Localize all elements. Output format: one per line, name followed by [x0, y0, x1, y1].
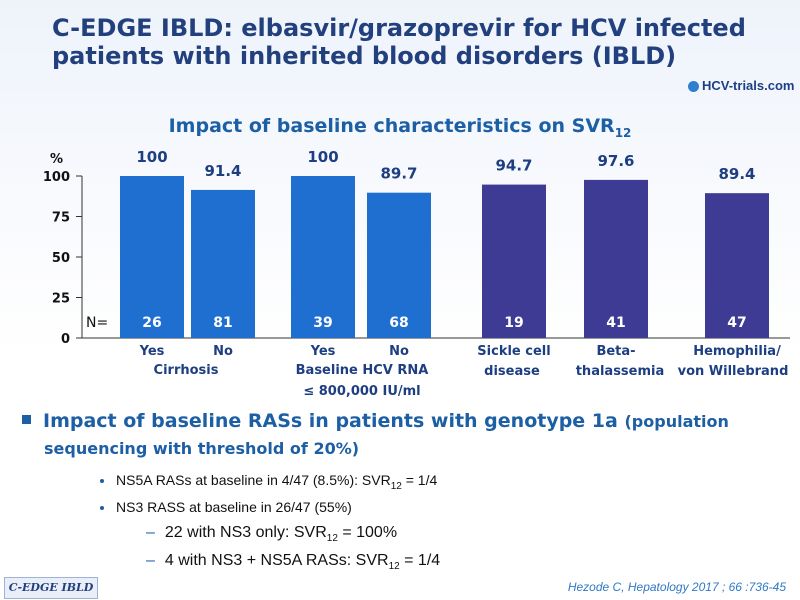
group-label: Baseline HCV RNA [296, 363, 429, 378]
chart-title: Impact of baseline characteristics on SV… [0, 115, 800, 140]
bar [191, 189, 255, 338]
bar-n-label: 47 [727, 315, 746, 331]
bullet-ns5a: NS5A RASs at baseline in 4/47 (8.5%): SV… [100, 472, 437, 492]
y-tick-label: 75 [52, 211, 70, 226]
bar-n-label: 41 [606, 315, 625, 331]
group-label: von Willebrand [678, 364, 789, 379]
footer-tag: C-EDGE IBLD [4, 577, 98, 599]
group-label: thalassemia [576, 364, 665, 379]
bullet-ns3-only: –22 with NS3 only: SVR12 = 100% [146, 524, 398, 545]
bar-n-label: 26 [142, 315, 161, 331]
bar-n-label: 19 [504, 315, 523, 331]
y-tick-label: 25 [52, 292, 70, 307]
dash-bullet-icon: – [146, 524, 155, 541]
bar-value-label: 94.7 [495, 157, 532, 175]
group-label: ≤ 800,000 IU/ml [303, 384, 420, 399]
slide-title: C-EDGE IBLD: elbasvir/grazoprevir for HC… [52, 14, 746, 70]
bar-n-label: 68 [389, 315, 408, 331]
bullet-ns3-ns5a: –4 with NS3 + NS5A RASs: SVR12 = 1/4 [146, 552, 441, 573]
bars: 100 26 Yes 91.4 81 No 100 39 Yes 89.7 68 No 94.7 19 Si… [120, 148, 781, 359]
bar-value-label: 97.6 [597, 152, 634, 170]
group-labels: Cirrhosis Baseline HCV RNA ≤ 800,000 IU/ml… [154, 363, 789, 399]
group-label: disease [484, 364, 540, 379]
bar-category-label: Hemophilia/ [693, 344, 781, 359]
logo-text: HCV-trials.com [702, 78, 795, 93]
chart-title-sub: 12 [614, 125, 632, 140]
bar [584, 179, 648, 338]
bar-value-label: 100 [307, 148, 338, 166]
bar-n-label: 39 [313, 315, 332, 331]
bullet-ns3: NS3 RASS at baseline in 26/47 (55%) [100, 499, 352, 515]
square-bullet-icon [22, 415, 31, 424]
bar [705, 193, 769, 338]
bullet-dot-icon [100, 479, 104, 484]
bar-category-label: Yes [139, 344, 165, 359]
main-bullet-text: Impact of baseline RASs in patients with… [43, 410, 618, 432]
n-label: N= [86, 315, 108, 331]
group-label: Cirrhosis [154, 363, 219, 378]
site-logo: HCV-trials.com [688, 78, 794, 93]
bar [120, 176, 184, 338]
bar [482, 184, 546, 338]
bar-value-label: 91.4 [204, 162, 241, 180]
chart-title-text: Impact of baseline characteristics on SV… [168, 115, 615, 137]
bar [367, 192, 431, 338]
bar-category-label: No [213, 344, 233, 359]
main-bullet-continuation: sequencing with threshold of 20%) [44, 439, 360, 458]
y-tick-label: 100 [43, 170, 70, 185]
bar [291, 176, 355, 338]
bar-value-label: 100 [136, 148, 167, 166]
bar-value-label: 89.7 [380, 165, 417, 183]
bar-category-label: Sickle cell [477, 344, 550, 359]
y-ticks: 0 25 50 75 100 [43, 170, 82, 347]
main-bullet: Impact of baseline RASs in patients with… [22, 408, 782, 462]
bar-value-label: 89.4 [718, 165, 755, 183]
y-tick-label: 0 [61, 332, 70, 347]
bar-category-label: Yes [310, 344, 336, 359]
bullet-dot-icon [100, 506, 104, 511]
bar-category-label: No [389, 344, 409, 359]
citation: Hezode C, Hepatology 2017 ; 66 :736-45 [567, 580, 786, 594]
main-bullet-paren: (population [624, 412, 729, 431]
logo-icon [688, 81, 699, 93]
bar-n-label: 81 [213, 315, 232, 331]
dash-bullet-icon: – [146, 552, 155, 569]
bar-chart: % 0 25 50 75 100 100 26 Yes 91.4 81 No 100 39 Yes 89.… [43, 148, 790, 399]
y-axis-label: % [50, 152, 63, 167]
bar-category-label: Beta- [596, 344, 635, 359]
y-tick-label: 50 [52, 251, 70, 266]
